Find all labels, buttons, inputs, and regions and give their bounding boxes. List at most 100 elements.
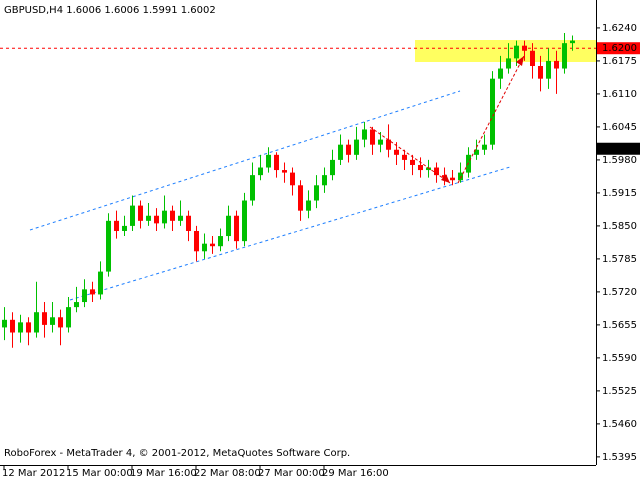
footer: RoboForex - MetaTrader 4, © 2001-2012, M… xyxy=(4,448,350,459)
candle-body xyxy=(426,167,431,171)
candle-body xyxy=(562,43,567,69)
candle-body xyxy=(122,225,127,231)
candle-body xyxy=(274,154,279,171)
arrow-head xyxy=(516,56,524,66)
candle-body xyxy=(50,317,55,325)
candle-body xyxy=(178,215,183,221)
x-tick-label: 27 Mar 00:00 xyxy=(258,468,325,479)
x-tick-label: 22 Mar 08:00 xyxy=(194,468,261,479)
candle-body xyxy=(514,45,519,59)
y-tick-label: 1.5525 xyxy=(602,386,637,397)
arrow-head xyxy=(441,174,450,183)
candle-body xyxy=(322,175,327,186)
candle-body xyxy=(106,220,111,272)
x-tick-label: 12 Mar 2012 xyxy=(2,468,65,479)
y-tick-label: 1.5785 xyxy=(602,254,637,265)
candle-body xyxy=(394,149,399,155)
y-tick-label: 1.5720 xyxy=(602,287,637,298)
x-tick-label: 19 Mar 16:00 xyxy=(130,468,197,479)
plot xyxy=(0,32,596,348)
candle-body xyxy=(546,60,551,79)
candle-body xyxy=(186,215,191,231)
candle-body xyxy=(114,220,119,231)
candle-body xyxy=(2,319,7,328)
candle-body xyxy=(538,65,543,79)
forecast-arrow xyxy=(457,55,525,184)
forecast-arrow xyxy=(369,126,451,184)
candle-body xyxy=(82,289,87,303)
candle-body xyxy=(202,243,207,252)
candle-body xyxy=(490,78,495,145)
candle-body xyxy=(74,302,79,308)
candle-body xyxy=(234,215,239,242)
candle-body xyxy=(210,243,215,247)
x-tick-label: 15 Mar 00:00 xyxy=(66,468,133,479)
candle-body xyxy=(482,144,487,150)
y-tick-label: 1.6175 xyxy=(602,56,637,67)
y-tick-label: 1.5850 xyxy=(602,221,637,232)
candle-body xyxy=(522,45,527,51)
candle-body xyxy=(506,58,511,69)
candle-body xyxy=(330,159,335,176)
candle-body xyxy=(194,230,199,252)
candle-body xyxy=(154,215,159,224)
y-tick-label: 1.5395 xyxy=(602,452,637,463)
target-zone xyxy=(415,40,596,62)
candle-body xyxy=(530,50,535,66)
candle-body xyxy=(434,167,439,176)
candle-body xyxy=(346,144,351,155)
candle-body xyxy=(266,154,271,168)
candle-body xyxy=(58,317,63,328)
candle-body xyxy=(146,215,151,221)
candle-body xyxy=(450,177,455,181)
candle-body xyxy=(458,172,463,181)
candle-body xyxy=(130,205,135,226)
last-price-box xyxy=(597,142,640,155)
candle-body xyxy=(290,172,295,186)
candle-body xyxy=(250,175,255,201)
candle-body xyxy=(90,289,95,295)
candle-body xyxy=(170,210,175,221)
y-tick-label: 1.6110 xyxy=(602,89,637,100)
last-price-label: 1.6002 xyxy=(602,144,637,155)
candle-body xyxy=(298,185,303,211)
x-tick-label: 29 Mar 16:00 xyxy=(322,468,389,479)
candle-body xyxy=(570,40,575,44)
candle-body xyxy=(354,139,359,155)
candle-body xyxy=(162,210,167,224)
candle-body xyxy=(498,68,503,79)
y-tick-label: 1.5980 xyxy=(602,155,637,166)
candle-body xyxy=(314,185,319,201)
candle-body xyxy=(386,139,391,150)
candle-body xyxy=(474,149,479,155)
candle-body xyxy=(370,129,375,145)
candle-body xyxy=(338,144,343,160)
level-label: 1.6200 xyxy=(602,43,637,54)
y-tick-label: 1.5590 xyxy=(602,353,637,364)
candle-body xyxy=(242,200,247,242)
candle-body xyxy=(218,236,223,247)
chart-title: GBPUSD,H4 1.6006 1.6006 1.5991 1.6002 xyxy=(4,5,216,16)
candle-body xyxy=(226,215,231,237)
candle-body xyxy=(362,129,367,140)
candle-body xyxy=(258,167,263,176)
candle-body xyxy=(378,139,383,145)
candle-body xyxy=(410,159,415,165)
level-label-box xyxy=(597,42,640,55)
candle-body xyxy=(42,312,47,325)
candle-body xyxy=(66,307,71,328)
channel-lower xyxy=(69,166,511,301)
candle-body xyxy=(10,319,15,333)
candle-body xyxy=(402,154,407,160)
candle-body xyxy=(554,60,559,69)
candle-body xyxy=(26,322,31,333)
y-tick-label: 1.5915 xyxy=(602,188,637,199)
y-tick-label: 1.5655 xyxy=(602,320,637,331)
y-tick-label: 1.6045 xyxy=(602,122,637,133)
candle-body xyxy=(418,164,423,171)
candle-body xyxy=(34,312,39,333)
candle-body xyxy=(282,170,287,173)
candle-body xyxy=(18,322,23,333)
